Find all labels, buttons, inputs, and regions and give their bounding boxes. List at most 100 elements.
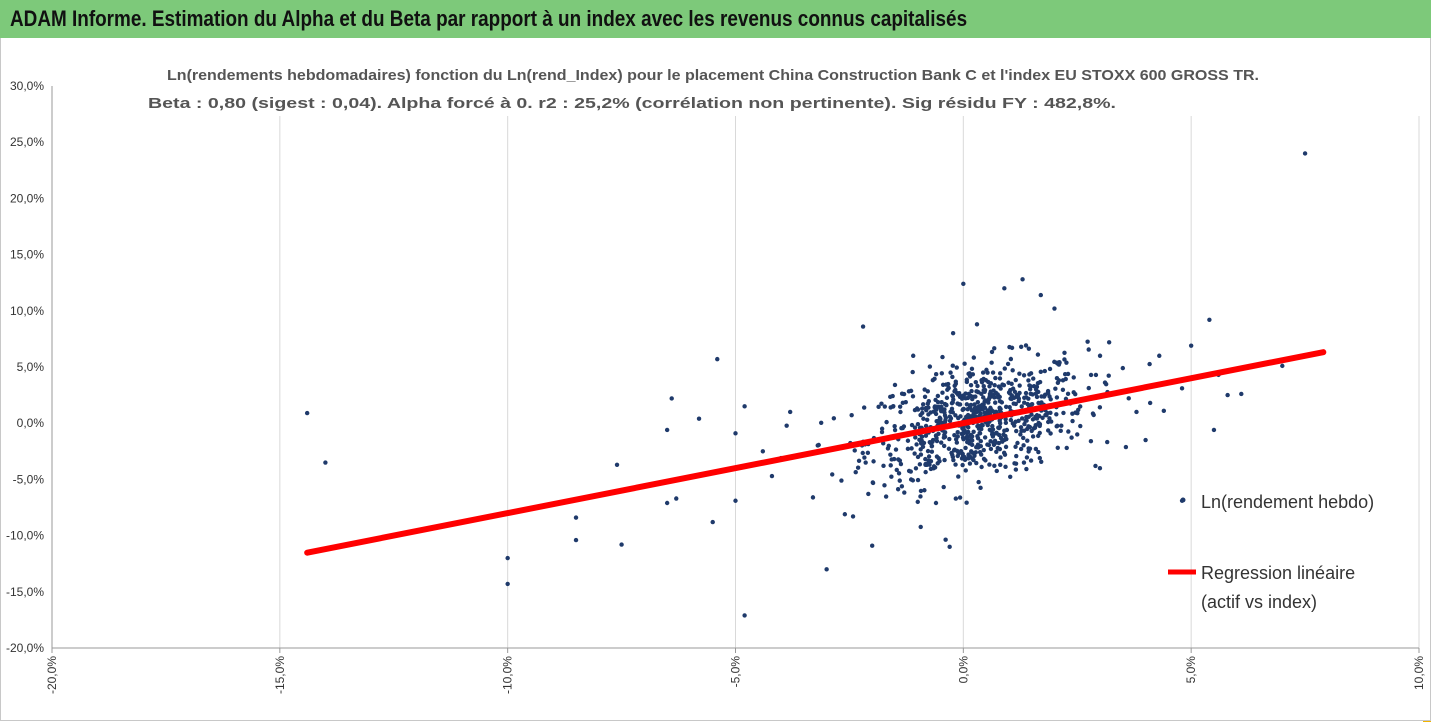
scatter-point (1028, 402, 1034, 408)
scatter-point (956, 474, 961, 479)
scatter-point (1061, 410, 1066, 416)
scatter-point (896, 457, 901, 462)
scatter-point (1033, 391, 1039, 396)
scatter-point (977, 430, 982, 436)
scatter-point (891, 456, 897, 462)
scatter-point (1008, 396, 1013, 401)
scatter-point (983, 377, 989, 383)
scatter-point (1029, 412, 1034, 417)
scatter-point (928, 410, 933, 415)
scatter-point (915, 454, 921, 460)
x-tick-label: -20,0% (45, 656, 59, 694)
scatter-point (962, 428, 967, 433)
scatter-point (888, 405, 893, 410)
report-title: ADAM Informe. Estimation du Alpha et du … (10, 6, 968, 31)
scatter-point (945, 381, 951, 387)
scatter-point (976, 423, 982, 429)
scatter-point (912, 451, 917, 456)
scatter-point (915, 422, 921, 427)
scatter-point (1054, 375, 1060, 381)
scatter-point (1085, 339, 1090, 344)
scatter-point (1088, 438, 1094, 444)
scatter-point (1027, 424, 1033, 430)
scatter-point (1103, 381, 1109, 387)
scatter-point (987, 384, 992, 389)
scatter-point (1024, 466, 1029, 472)
scatter-point (1018, 344, 1024, 350)
scatter-point (971, 429, 976, 434)
scatter-point (949, 406, 955, 411)
scatter-point (981, 384, 986, 389)
scatter-point (1038, 292, 1043, 298)
scatter-point (993, 391, 999, 396)
scatter-point (968, 403, 973, 409)
scatter-point (918, 524, 923, 530)
scatter-point (1031, 376, 1036, 381)
legend-label-regression: Regression linéaire (1201, 563, 1355, 583)
scatter-point (970, 396, 975, 402)
scatter-point (1070, 411, 1075, 416)
scatter-point (964, 500, 969, 505)
scatter-point (939, 371, 945, 376)
legend-label-regression-2: (actif vs index) (1201, 592, 1317, 612)
scatter-point (1037, 455, 1043, 461)
scatter-point (966, 425, 971, 430)
scatter-point (824, 567, 829, 572)
scatter-point (1064, 360, 1069, 365)
scatter-point (1188, 343, 1194, 348)
scatter-point (914, 442, 919, 447)
scatter-point (970, 438, 975, 443)
scatter-point (933, 500, 939, 506)
scatter-point (973, 394, 978, 399)
scatter-point (888, 452, 893, 457)
scatter-point (941, 484, 946, 490)
scatter-point (1075, 410, 1080, 416)
scatter-point (1028, 384, 1033, 389)
scatter-point (870, 543, 875, 548)
regression-line (304, 349, 1327, 556)
scatter-point (1002, 286, 1007, 291)
scatter-point (1280, 363, 1285, 369)
y-tick-label: 5,0% (17, 360, 45, 374)
scatter-point (919, 406, 925, 411)
scatter-point (994, 468, 999, 474)
scatter-point (1008, 417, 1014, 423)
scatter-point (1031, 383, 1037, 389)
scatter-point (953, 379, 958, 384)
scatter-point (1053, 386, 1058, 391)
scatter-point (998, 462, 1003, 468)
scatter-point (957, 495, 963, 500)
scatter-point (818, 420, 824, 425)
scatter-point (992, 383, 997, 388)
scatter-point (943, 415, 949, 420)
scatter-point (990, 370, 996, 375)
regression-line-group (304, 349, 1327, 556)
scatter-point (966, 371, 971, 377)
scatter-point (905, 438, 911, 443)
x-tick-label: -15,0% (273, 656, 287, 694)
scatter-point (947, 544, 952, 550)
scatter-point (1039, 459, 1044, 464)
scatter-point (1239, 391, 1244, 397)
scatter-point (1009, 381, 1014, 387)
scatter-point (896, 471, 902, 476)
scatter-point (1054, 412, 1059, 417)
scatter-point (1091, 412, 1096, 418)
scatter-points (304, 151, 1308, 618)
scatter-point (948, 370, 953, 375)
scatter-point (940, 390, 945, 395)
scatter-point (1001, 383, 1007, 388)
scatter-point (1002, 428, 1007, 433)
scatter-point (934, 407, 939, 412)
scatter-point (962, 455, 967, 460)
scatter-point (988, 389, 994, 394)
scatter-point (1088, 372, 1094, 378)
scatter-point (505, 555, 510, 561)
scatter-point (962, 361, 967, 366)
scatter-point (1027, 446, 1033, 451)
scatter-point (901, 424, 907, 429)
scatter-point (1013, 467, 1019, 472)
scatter-point (1015, 393, 1021, 399)
scatter-point (852, 448, 857, 453)
scatter-point (1021, 443, 1026, 448)
